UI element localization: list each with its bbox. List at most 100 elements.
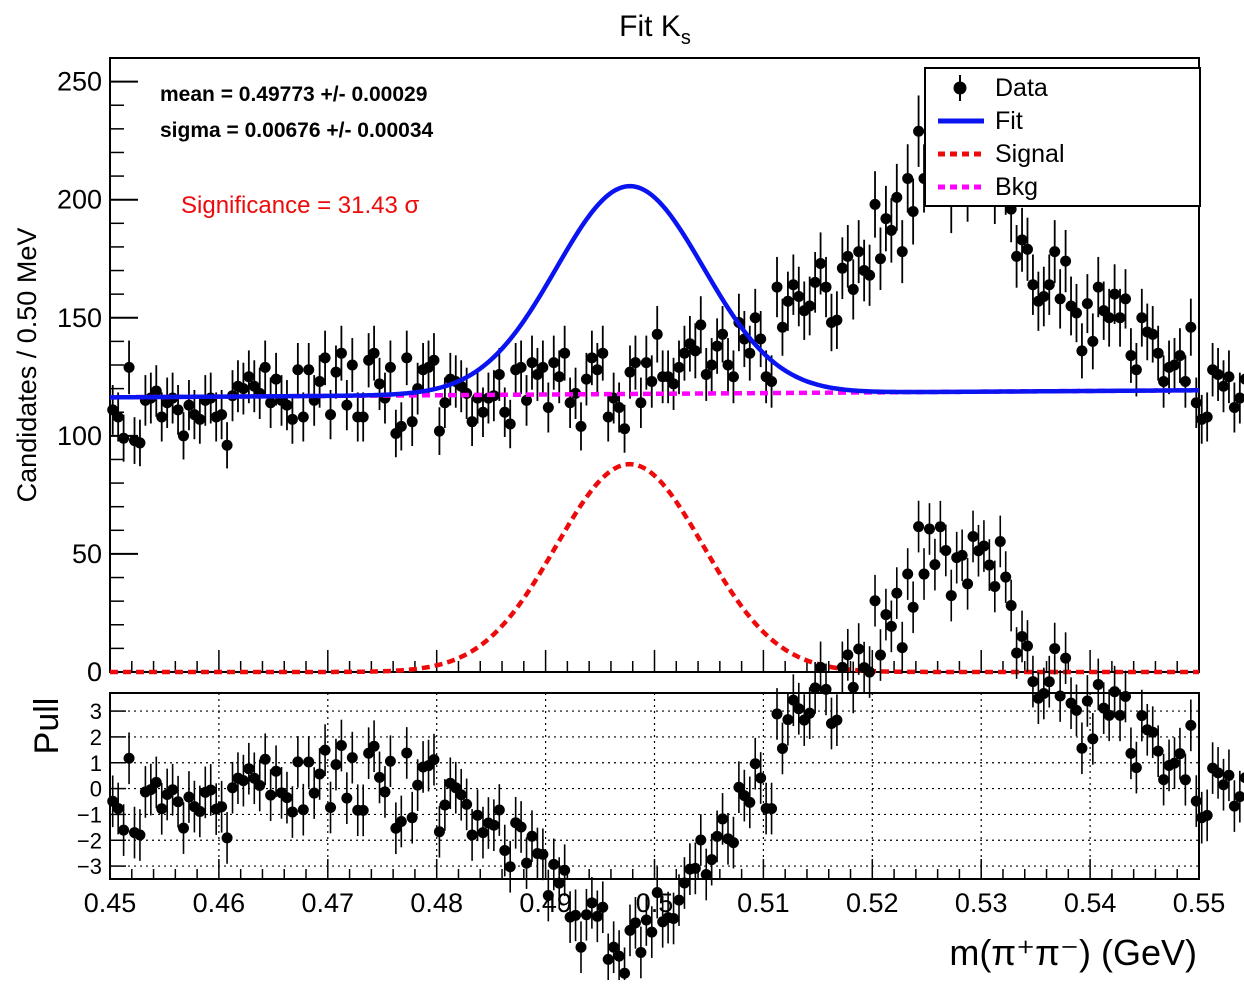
pull-point bbox=[1174, 748, 1186, 760]
data-point bbox=[1119, 293, 1131, 305]
pull-point bbox=[401, 747, 413, 759]
data-point bbox=[913, 125, 925, 137]
data-point bbox=[270, 373, 282, 385]
pull-point bbox=[717, 813, 729, 825]
pull-point bbox=[281, 792, 293, 804]
pull-point bbox=[994, 535, 1006, 547]
legend-box bbox=[924, 67, 1201, 207]
x-tick-label: 0.47 bbox=[302, 888, 355, 918]
legend-label-signal: Signal bbox=[995, 140, 1065, 168]
data-point bbox=[689, 345, 701, 357]
pull-point bbox=[488, 819, 500, 831]
pull-point bbox=[635, 946, 647, 958]
data-point bbox=[526, 357, 538, 369]
pull-point bbox=[1119, 690, 1131, 702]
pull-point bbox=[885, 620, 897, 632]
pull-point bbox=[575, 941, 587, 953]
pull-point bbox=[548, 858, 560, 870]
data-point bbox=[864, 269, 876, 281]
data-point bbox=[1125, 350, 1137, 362]
data-point bbox=[749, 312, 761, 324]
data-point bbox=[1021, 243, 1033, 255]
data-point bbox=[335, 347, 347, 359]
data-point bbox=[700, 368, 712, 380]
pull-point bbox=[978, 540, 990, 552]
pull-point bbox=[461, 798, 473, 810]
pull-point bbox=[428, 754, 440, 766]
data-point bbox=[521, 394, 533, 406]
pull-point bbox=[1218, 779, 1230, 791]
pull-point bbox=[216, 801, 228, 813]
data-point bbox=[619, 423, 631, 435]
data-point bbox=[341, 399, 353, 411]
pull-point bbox=[629, 917, 641, 929]
pull-point bbox=[749, 758, 761, 770]
pull-point bbox=[1109, 686, 1121, 698]
significance-annotation: Significance = 31.43 σ bbox=[181, 192, 419, 219]
data-point bbox=[286, 413, 298, 425]
data-point bbox=[891, 191, 903, 203]
data-point bbox=[869, 198, 881, 210]
pull-point bbox=[842, 649, 854, 661]
data-point bbox=[580, 373, 592, 385]
data-point bbox=[1239, 373, 1244, 385]
upper-panel: Candidates / 0.50 MeV mean = 0.49773 +/-… bbox=[12, 57, 1244, 687]
pull-point bbox=[325, 802, 337, 814]
pull-point bbox=[1005, 600, 1017, 612]
data-point bbox=[1109, 288, 1121, 300]
pull-point bbox=[934, 521, 946, 533]
pull-frame bbox=[109, 692, 1200, 880]
pull-point bbox=[689, 862, 701, 874]
x-tick-label: 0.46 bbox=[193, 888, 246, 918]
pull-point bbox=[989, 580, 1001, 592]
pull-point bbox=[733, 781, 745, 793]
data-point bbox=[134, 437, 146, 449]
pull-point bbox=[477, 827, 489, 839]
pull-point bbox=[983, 559, 995, 571]
upper-y-tick-label: 0 bbox=[87, 657, 102, 687]
pull-point bbox=[1021, 640, 1033, 652]
pull-point bbox=[308, 787, 320, 799]
data-point bbox=[853, 246, 865, 258]
pull-point bbox=[940, 544, 952, 556]
upper-y-tick-label: 50 bbox=[72, 539, 102, 569]
sigma-annotation: sigma = 0.00676 +/- 0.00034 bbox=[160, 119, 434, 142]
pull-point bbox=[521, 857, 533, 869]
data-point bbox=[1201, 411, 1213, 423]
pull-point bbox=[586, 897, 598, 909]
pull-point bbox=[913, 521, 925, 533]
pull-point bbox=[776, 742, 788, 754]
data-point bbox=[809, 276, 821, 288]
data-point bbox=[564, 397, 576, 409]
pull-point bbox=[542, 890, 554, 902]
pull-point bbox=[700, 868, 712, 880]
pull-point bbox=[1076, 742, 1088, 754]
pull-point bbox=[619, 967, 631, 979]
pull-point bbox=[608, 941, 620, 953]
pull-point bbox=[907, 601, 919, 613]
pull-point bbox=[346, 752, 358, 764]
pull-point bbox=[1239, 772, 1244, 784]
pull-point bbox=[809, 682, 821, 694]
data-point bbox=[793, 291, 805, 303]
pull-point bbox=[962, 578, 974, 590]
data-point bbox=[902, 172, 914, 184]
x-tick-label: 0.54 bbox=[1064, 888, 1117, 918]
data-point bbox=[815, 257, 827, 269]
pull-point bbox=[379, 786, 391, 798]
data-point bbox=[847, 283, 859, 295]
data-point bbox=[717, 328, 729, 340]
x-tick-label: 0.48 bbox=[410, 888, 463, 918]
data-point bbox=[1070, 307, 1082, 319]
pull-y-tick-label: 1 bbox=[90, 751, 102, 776]
pull-point bbox=[374, 771, 386, 783]
data-point bbox=[695, 319, 707, 331]
data-point bbox=[477, 406, 489, 418]
data-point bbox=[221, 439, 233, 451]
pull-point bbox=[1168, 757, 1180, 769]
pull-point bbox=[406, 812, 418, 824]
pull-y-tick-label: −1 bbox=[77, 802, 102, 827]
pull-point bbox=[787, 694, 799, 706]
data-point bbox=[744, 347, 756, 359]
